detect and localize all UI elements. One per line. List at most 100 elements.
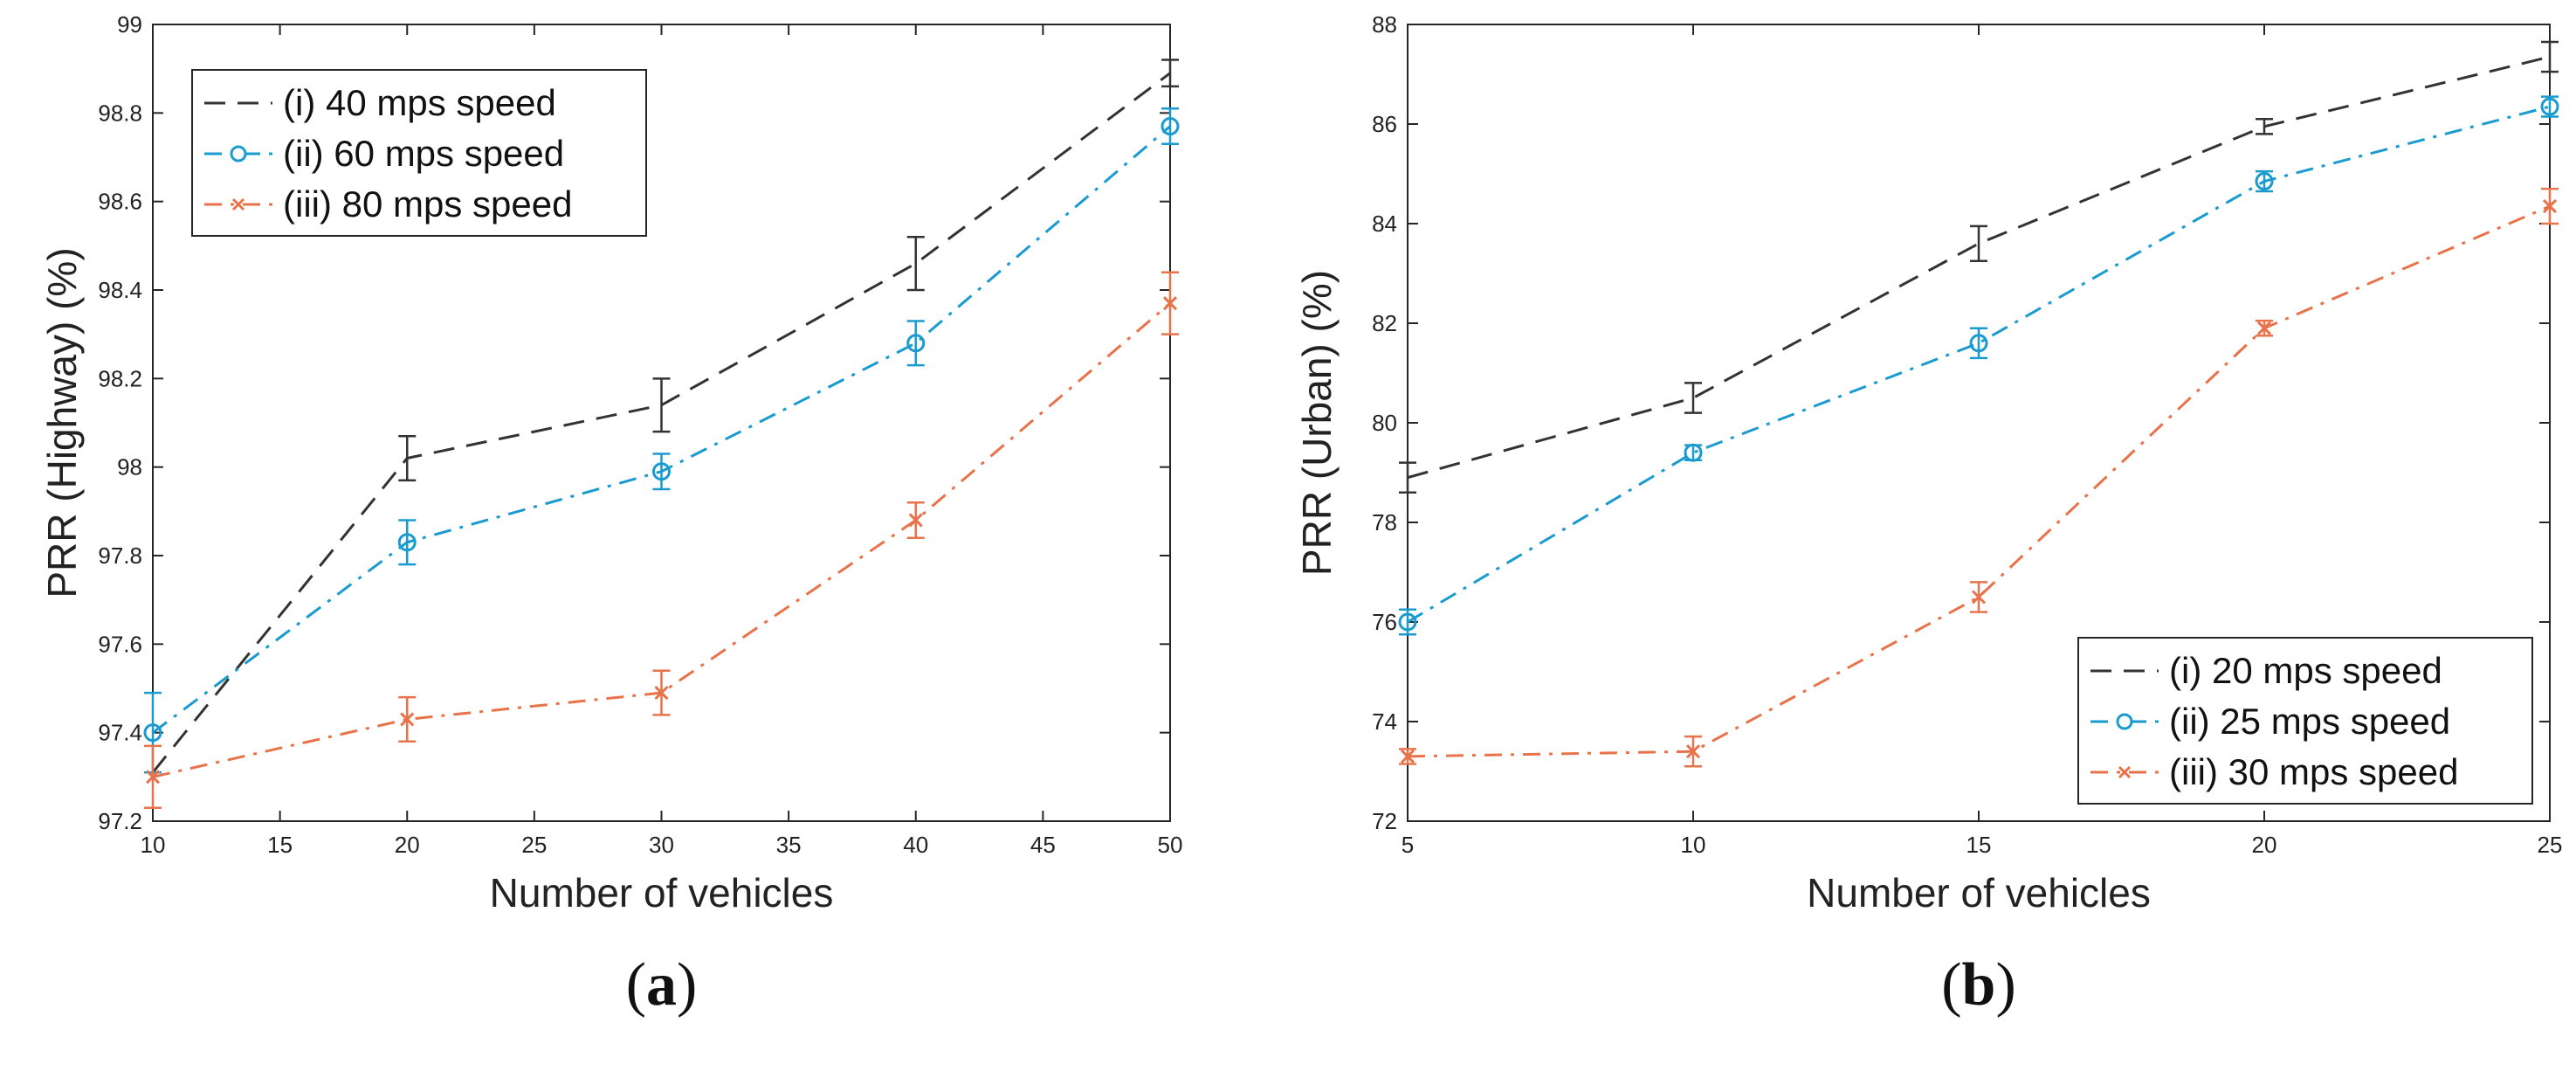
error-bar bbox=[1684, 382, 1702, 414]
error-bar bbox=[652, 377, 671, 433]
x-tick-label: 20 bbox=[2252, 832, 2277, 858]
y-axis-label: PRR (Urban) (%) bbox=[1294, 270, 1340, 576]
y-tick-label: 98.2 bbox=[98, 365, 142, 391]
y-tick-label: 98.6 bbox=[98, 189, 142, 215]
chart-panel-b: 5 10 15 20 25 72 74 76 78 80 82 84 86 88 Number of veh… bbox=[1288, 0, 2576, 1071]
x-axis-label: Number of vehicles bbox=[490, 870, 834, 916]
y-tick-label: 78 bbox=[1372, 509, 1397, 536]
x-tick-label: 20 bbox=[395, 832, 420, 858]
data-point bbox=[1400, 749, 1415, 764]
error-bar bbox=[398, 434, 417, 482]
data-point bbox=[143, 723, 162, 743]
y-tick-label: 99 bbox=[117, 11, 142, 38]
chart-svg: 5 10 15 20 25 72 74 76 78 80 82 84 86 88 Number of veh… bbox=[1294, 11, 2563, 1019]
y-tick-label: 88 bbox=[1372, 11, 1397, 38]
series-3 bbox=[144, 271, 1179, 810]
y-tick-label: 97.4 bbox=[98, 720, 142, 746]
error-bar bbox=[906, 320, 925, 367]
panel-label: (b) bbox=[1941, 951, 2016, 1019]
x-tick-label: 35 bbox=[776, 832, 802, 858]
y-tick-label: 76 bbox=[1372, 609, 1397, 635]
data-point bbox=[1162, 296, 1178, 311]
x-tick-label: 15 bbox=[267, 832, 293, 858]
x-tick-label: 25 bbox=[521, 832, 547, 858]
y-tick-label: 97.2 bbox=[98, 808, 142, 834]
x-tick-label: 15 bbox=[1966, 832, 1992, 858]
x-tick-label: 30 bbox=[649, 832, 674, 858]
series-1 bbox=[151, 59, 1179, 774]
x-tick-label: 10 bbox=[141, 832, 166, 858]
error-bar bbox=[2256, 118, 2273, 135]
data-point bbox=[2542, 198, 2558, 214]
legend-item: (iii) 30 mps speed bbox=[2090, 751, 2458, 792]
x-tick-label: 5 bbox=[1402, 832, 1414, 858]
error-bar bbox=[652, 453, 671, 491]
legend-item: (i) 40 mps speed bbox=[204, 82, 556, 123]
series-line bbox=[1407, 105, 2551, 624]
legend-label: (ii) 60 mps speed bbox=[283, 133, 564, 174]
legend-label: (iii) 80 mps speed bbox=[283, 183, 572, 225]
y-tick-label: 86 bbox=[1372, 111, 1397, 137]
data-point bbox=[397, 533, 417, 552]
error-bar bbox=[398, 519, 417, 566]
data-point bbox=[1398, 612, 1417, 632]
x-tick-label: 45 bbox=[1030, 832, 1056, 858]
error-bar bbox=[2541, 40, 2559, 73]
series-3 bbox=[1399, 187, 2559, 768]
data-point bbox=[908, 513, 923, 528]
y-tick-label: 72 bbox=[1372, 808, 1397, 834]
data-point bbox=[906, 334, 926, 353]
legend-item: (ii) 60 mps speed bbox=[204, 133, 564, 174]
y-tick-label: 74 bbox=[1372, 708, 1397, 735]
series-1 bbox=[1399, 40, 2559, 494]
legend: (i) 40 mps speed (ii) 60 mps speed (iii) 8… bbox=[191, 69, 647, 237]
error-bar bbox=[906, 235, 925, 292]
legend-label: (iii) 30 mps speed bbox=[2169, 751, 2458, 792]
data-point bbox=[652, 462, 671, 481]
error-bar bbox=[1970, 327, 1987, 360]
error-bar bbox=[1399, 461, 1416, 494]
y-tick-label: 80 bbox=[1372, 410, 1397, 436]
legend-label: (ii) 25 mps speed bbox=[2169, 701, 2450, 742]
x-tick-label: 40 bbox=[903, 832, 928, 858]
legend-frame bbox=[191, 69, 647, 237]
error-bar bbox=[1970, 225, 1987, 262]
panel-label: (a) bbox=[626, 951, 698, 1019]
error-bar bbox=[1161, 107, 1179, 146]
legend-label: (i) 20 mps speed bbox=[2169, 650, 2442, 691]
series-2 bbox=[1398, 95, 2559, 636]
data-point bbox=[1971, 590, 1987, 605]
legend-item: (iii) 80 mps speed bbox=[204, 183, 572, 225]
data-point bbox=[2540, 97, 2559, 116]
y-tick-label: 97.6 bbox=[98, 631, 142, 657]
data-point bbox=[1161, 117, 1180, 136]
error-bar bbox=[1161, 59, 1179, 88]
legend-label: (i) 40 mps speed bbox=[283, 82, 556, 123]
y-tick-label: 97.8 bbox=[98, 542, 142, 569]
chart-svg: 10 15 20 25 30 35 40 45 50 97.2 97.4 97.6 97.8 98 98.2… bbox=[39, 11, 1183, 1019]
legend: (i) 20 mps speed (ii) 25 mps speed (iii) 3… bbox=[2077, 637, 2533, 805]
y-tick-label: 84 bbox=[1372, 211, 1397, 237]
chart-panel-a: 10 15 20 25 30 35 40 45 50 97.2 97.4 97.6 97.8 98 98.2… bbox=[39, 11, 1183, 1019]
data-point bbox=[1685, 744, 1701, 759]
data-point bbox=[654, 686, 669, 701]
y-tick-label: 98.8 bbox=[98, 100, 142, 126]
series-line bbox=[1407, 55, 2551, 480]
y-tick-label: 82 bbox=[1372, 310, 1397, 336]
x-tick-label: 10 bbox=[1681, 832, 1706, 858]
legend-frame bbox=[2077, 637, 2533, 805]
x-axis-label: Number of vehicles bbox=[1807, 870, 2151, 916]
x-tick-label: 50 bbox=[1158, 832, 1183, 858]
legend-item: (ii) 25 mps speed bbox=[2090, 701, 2450, 742]
data-point bbox=[1969, 334, 1988, 353]
y-axis-label: PRR (Highway) (%) bbox=[39, 247, 85, 598]
legend-item: (i) 20 mps speed bbox=[2090, 650, 2442, 691]
data-point bbox=[1684, 443, 1703, 462]
x-tick-label: 25 bbox=[2538, 832, 2563, 858]
y-tick-label: 98 bbox=[117, 454, 142, 480]
data-point bbox=[145, 770, 161, 784]
data-point bbox=[2256, 321, 2272, 335]
data-point bbox=[400, 712, 415, 727]
y-tick-label: 98.4 bbox=[98, 277, 142, 303]
data-point bbox=[2255, 172, 2274, 191]
